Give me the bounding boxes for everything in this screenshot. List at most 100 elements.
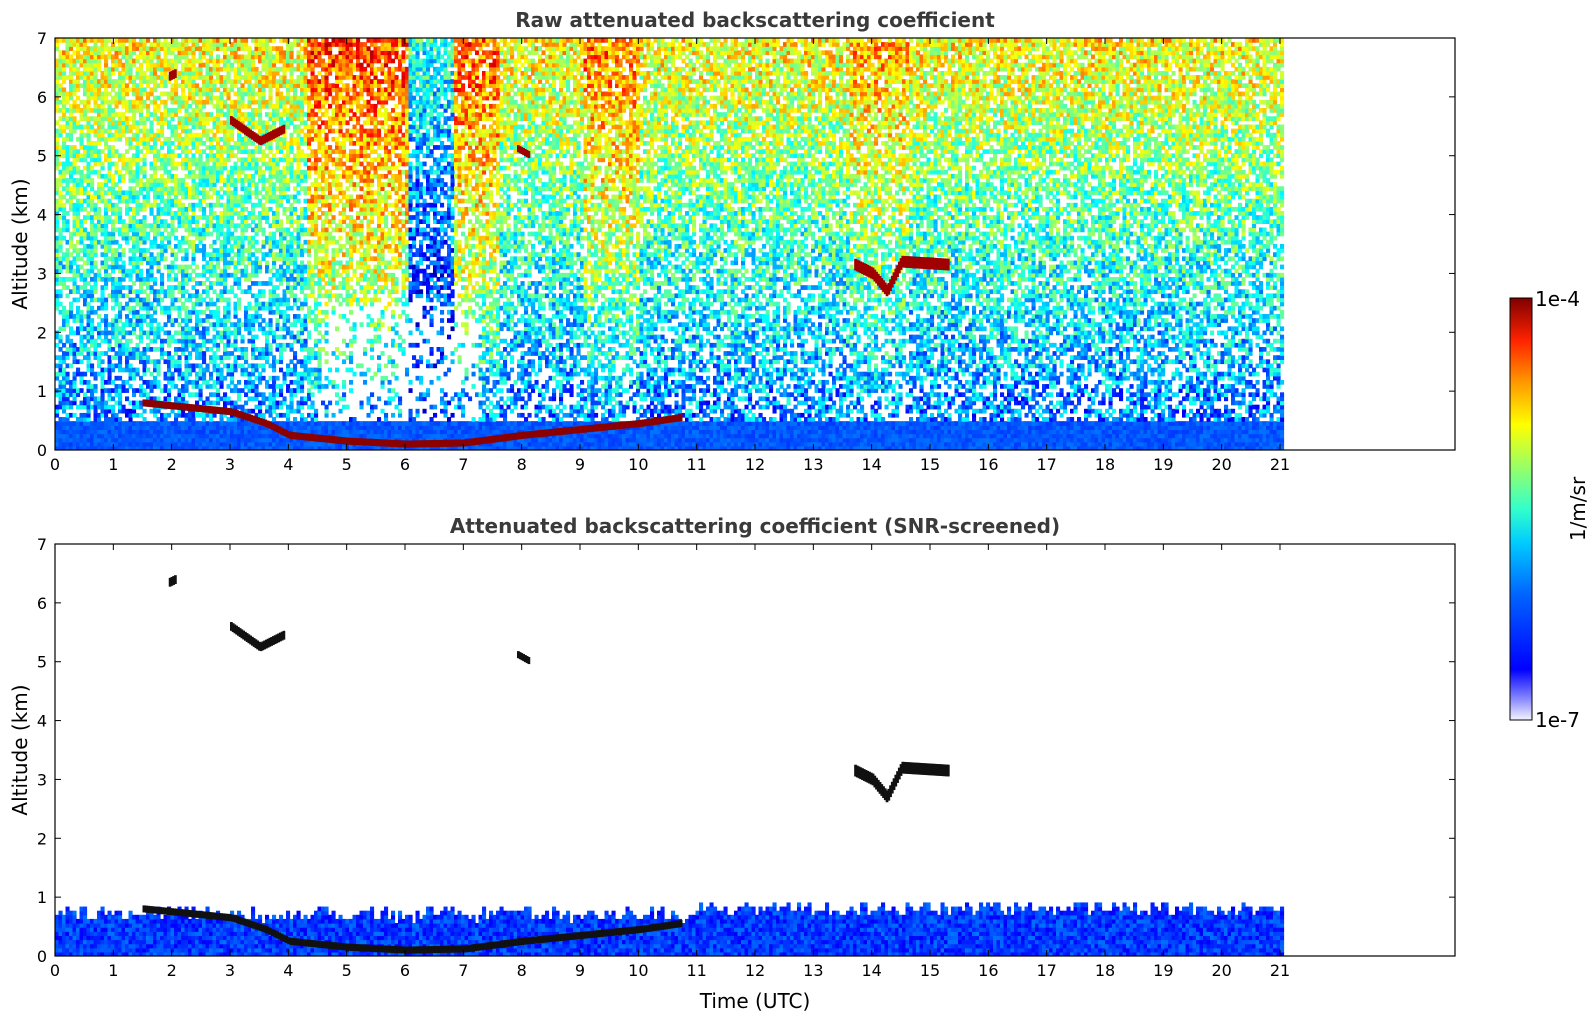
heatmap-cell: [268, 375, 273, 381]
heatmap-cell: [86, 437, 91, 443]
heatmap-cell: [107, 161, 112, 167]
heatmap-cell: [219, 136, 224, 142]
heatmap-cell: [139, 128, 144, 134]
heatmap-cell: [153, 318, 158, 323]
heatmap-cell: [65, 285, 70, 290]
heatmap-cell: [188, 128, 193, 134]
heatmap-cell: [296, 437, 301, 443]
heatmap-cell: [212, 136, 217, 142]
heatmap-cell: [163, 38, 168, 43]
heatmap-cell: [233, 50, 238, 56]
heatmap-cell: [223, 272, 228, 278]
heatmap-cell: [254, 367, 259, 373]
heatmap-cell: [156, 46, 161, 51]
heatmap-cell: [216, 194, 221, 200]
heatmap-cell: [216, 124, 221, 130]
heatmap-cell: [198, 91, 203, 97]
heatmap-cell: [156, 215, 161, 220]
heatmap-cell: [149, 223, 154, 229]
heatmap-cell: [90, 264, 95, 270]
heatmap-cell: [90, 202, 95, 208]
heatmap-cell: [146, 141, 151, 146]
heatmap-cell: [258, 215, 263, 220]
heatmap-cell: [237, 326, 242, 332]
heatmap-cell: [58, 441, 63, 447]
heatmap-cell: [69, 379, 74, 385]
heatmap-cell: [282, 145, 287, 150]
heatmap-cell: [153, 235, 158, 241]
heatmap-cell: [251, 91, 256, 97]
heatmap-cell: [293, 268, 298, 274]
heatmap-cell: [125, 318, 130, 323]
heatmap-cell: [121, 342, 126, 348]
heatmap-cell: [286, 108, 291, 113]
heatmap-cell: [107, 178, 112, 183]
heatmap-cell: [279, 116, 284, 121]
heatmap-cell: [265, 351, 270, 356]
heatmap-cell: [100, 165, 105, 171]
heatmap-cell: [237, 318, 242, 323]
heatmap-cell: [174, 202, 179, 208]
heatmap-cell: [247, 408, 252, 414]
heatmap-cell: [111, 297, 116, 303]
heatmap-cell: [205, 330, 210, 336]
heatmap-cell: [216, 425, 221, 430]
heatmap-cell: [128, 178, 133, 183]
heatmap-cell: [240, 38, 245, 43]
heatmap-cell: [121, 285, 126, 290]
heatmap-cell: [230, 322, 235, 327]
heatmap-cell: [121, 429, 126, 435]
heatmap-cell: [202, 281, 207, 286]
heatmap-cell: [282, 347, 287, 352]
heatmap-cell: [247, 235, 252, 241]
heatmap-cell: [93, 429, 98, 435]
heatmap-cell: [212, 425, 217, 430]
heatmap-cell: [100, 75, 105, 80]
heatmap-cell: [275, 268, 280, 274]
heatmap-cell: [90, 231, 95, 237]
heatmap-cell: [251, 388, 256, 393]
heatmap-cell: [135, 108, 140, 113]
heatmap-cell: [128, 161, 133, 167]
heatmap-cell: [83, 62, 88, 68]
heatmap-cell: [163, 70, 168, 76]
heatmap-cell: [254, 42, 259, 47]
heatmap-cell: [135, 289, 140, 295]
heatmap-cell: [163, 305, 168, 311]
heatmap-cell: [65, 190, 70, 196]
heatmap-cell: [174, 153, 179, 159]
heatmap-cell: [139, 322, 144, 327]
heatmap-cell: [240, 62, 245, 68]
heatmap-cell: [146, 429, 151, 435]
heatmap-cell: [282, 256, 287, 262]
heatmap-cell: [156, 441, 161, 447]
heatmap-cell: [289, 103, 294, 109]
heatmap-cell: [153, 62, 158, 68]
heatmap-cell: [104, 322, 109, 327]
heatmap-cell: [167, 79, 172, 84]
heatmap-cell: [163, 202, 168, 208]
heatmap-cell: [223, 165, 228, 171]
heatmap-cell: [142, 441, 147, 447]
heatmap-cell: [212, 322, 217, 327]
heatmap-cell: [118, 400, 123, 406]
heatmap-cell: [181, 289, 186, 295]
heatmap-cell: [181, 145, 186, 150]
heatmap-cell: [251, 425, 256, 430]
heatmap-cell: [83, 173, 88, 179]
heatmap-cell: [230, 445, 235, 450]
heatmap-cell: [139, 305, 144, 311]
heatmap-cell: [69, 70, 74, 76]
heatmap-cell: [258, 128, 263, 134]
heatmap-cell: [233, 404, 238, 410]
heatmap-cell: [62, 66, 67, 72]
heatmap-cell: [265, 83, 270, 89]
heatmap-cell: [202, 417, 207, 422]
heatmap-cell: [191, 70, 196, 76]
heatmap-cell: [289, 99, 294, 105]
heatmap-cell: [244, 429, 249, 435]
heatmap-cell: [233, 441, 238, 447]
heatmap-cell: [198, 301, 203, 307]
heatmap-cell: [272, 83, 277, 89]
heatmap-cell: [170, 289, 175, 295]
